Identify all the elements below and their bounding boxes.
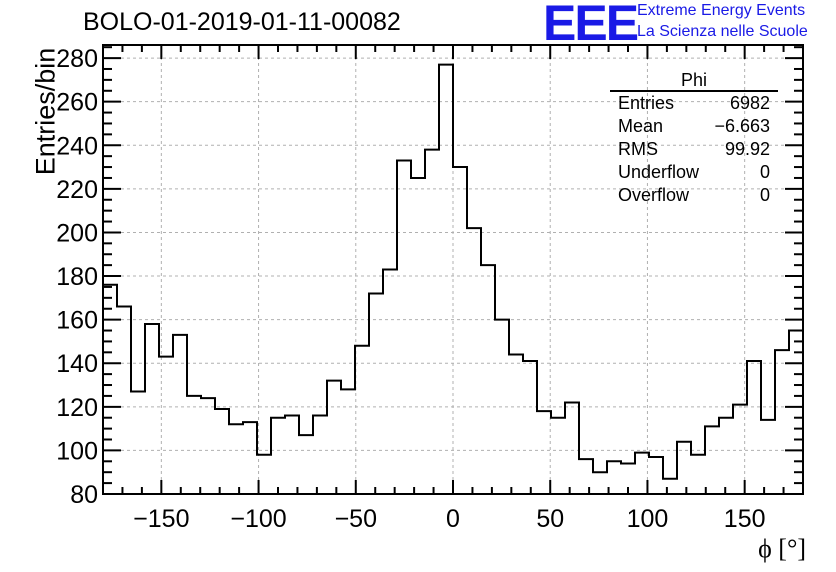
stats-row-rms: RMS 99.92 (610, 138, 778, 161)
x-tick-label: 100 (627, 505, 669, 533)
y-tick-label: 240 (56, 132, 98, 160)
eee-logo: EEE (543, 0, 639, 51)
x-tick-label: −150 (133, 505, 189, 533)
y-axis-label: Entries/bin (30, 47, 61, 176)
brand-line-2: La Scienza nelle Scuole (637, 23, 808, 40)
stats-title: Phi (610, 70, 778, 92)
stats-label: Overflow (618, 185, 690, 205)
y-tick-label: 140 (56, 350, 98, 378)
stats-label: Mean (618, 116, 664, 136)
stats-box: Phi Entries 6982 Mean −6.663 RMS 99.92 U… (610, 70, 778, 207)
y-tick-label: 220 (56, 176, 98, 204)
x-tick-label: 0 (446, 505, 460, 533)
stats-row-entries: Entries 6982 (610, 92, 778, 115)
y-tick-label: 160 (56, 307, 98, 335)
stats-label: Underflow (618, 162, 700, 182)
y-tick-label: 100 (56, 437, 98, 465)
stats-value: 99.92 (724, 139, 770, 159)
y-tick-label: 180 (56, 263, 98, 291)
stats-value: 6982 (729, 93, 770, 113)
y-tick-label: 280 (56, 45, 98, 73)
x-axis-label: ϕ [°] (758, 534, 806, 563)
stats-value: −6.663 (714, 116, 770, 136)
y-tick-label: 80 (70, 481, 98, 509)
axis-ticks (102, 45, 804, 495)
x-tick-label: 150 (724, 505, 766, 533)
stats-row-overflow: Overflow 0 (610, 184, 778, 207)
stats-value: 0 (759, 162, 770, 182)
brand-line-1: Extreme Energy Events (637, 2, 806, 19)
y-tick-label: 200 (56, 219, 98, 247)
histogram-series (103, 63, 803, 480)
chart-title: BOLO-01-2019-01-11-00082 (83, 8, 401, 36)
tick-labels: −150 −100 −50 0 50 100 150 80 100 120 140 160 180 200… (56, 45, 765, 533)
stats-row-mean: Mean −6.663 (610, 115, 778, 138)
stats-value: 0 (759, 185, 770, 205)
y-tick-label: 120 (56, 394, 98, 422)
x-tick-label: −50 (335, 505, 377, 533)
x-tick-label: −100 (230, 505, 286, 533)
stats-label: Entries (618, 93, 675, 113)
y-tick-label: 260 (56, 89, 98, 117)
stats-row-underflow: Underflow 0 (610, 161, 778, 184)
plot-frame (102, 44, 804, 495)
stats-label: RMS (618, 139, 658, 159)
x-tick-label: 50 (536, 505, 564, 533)
